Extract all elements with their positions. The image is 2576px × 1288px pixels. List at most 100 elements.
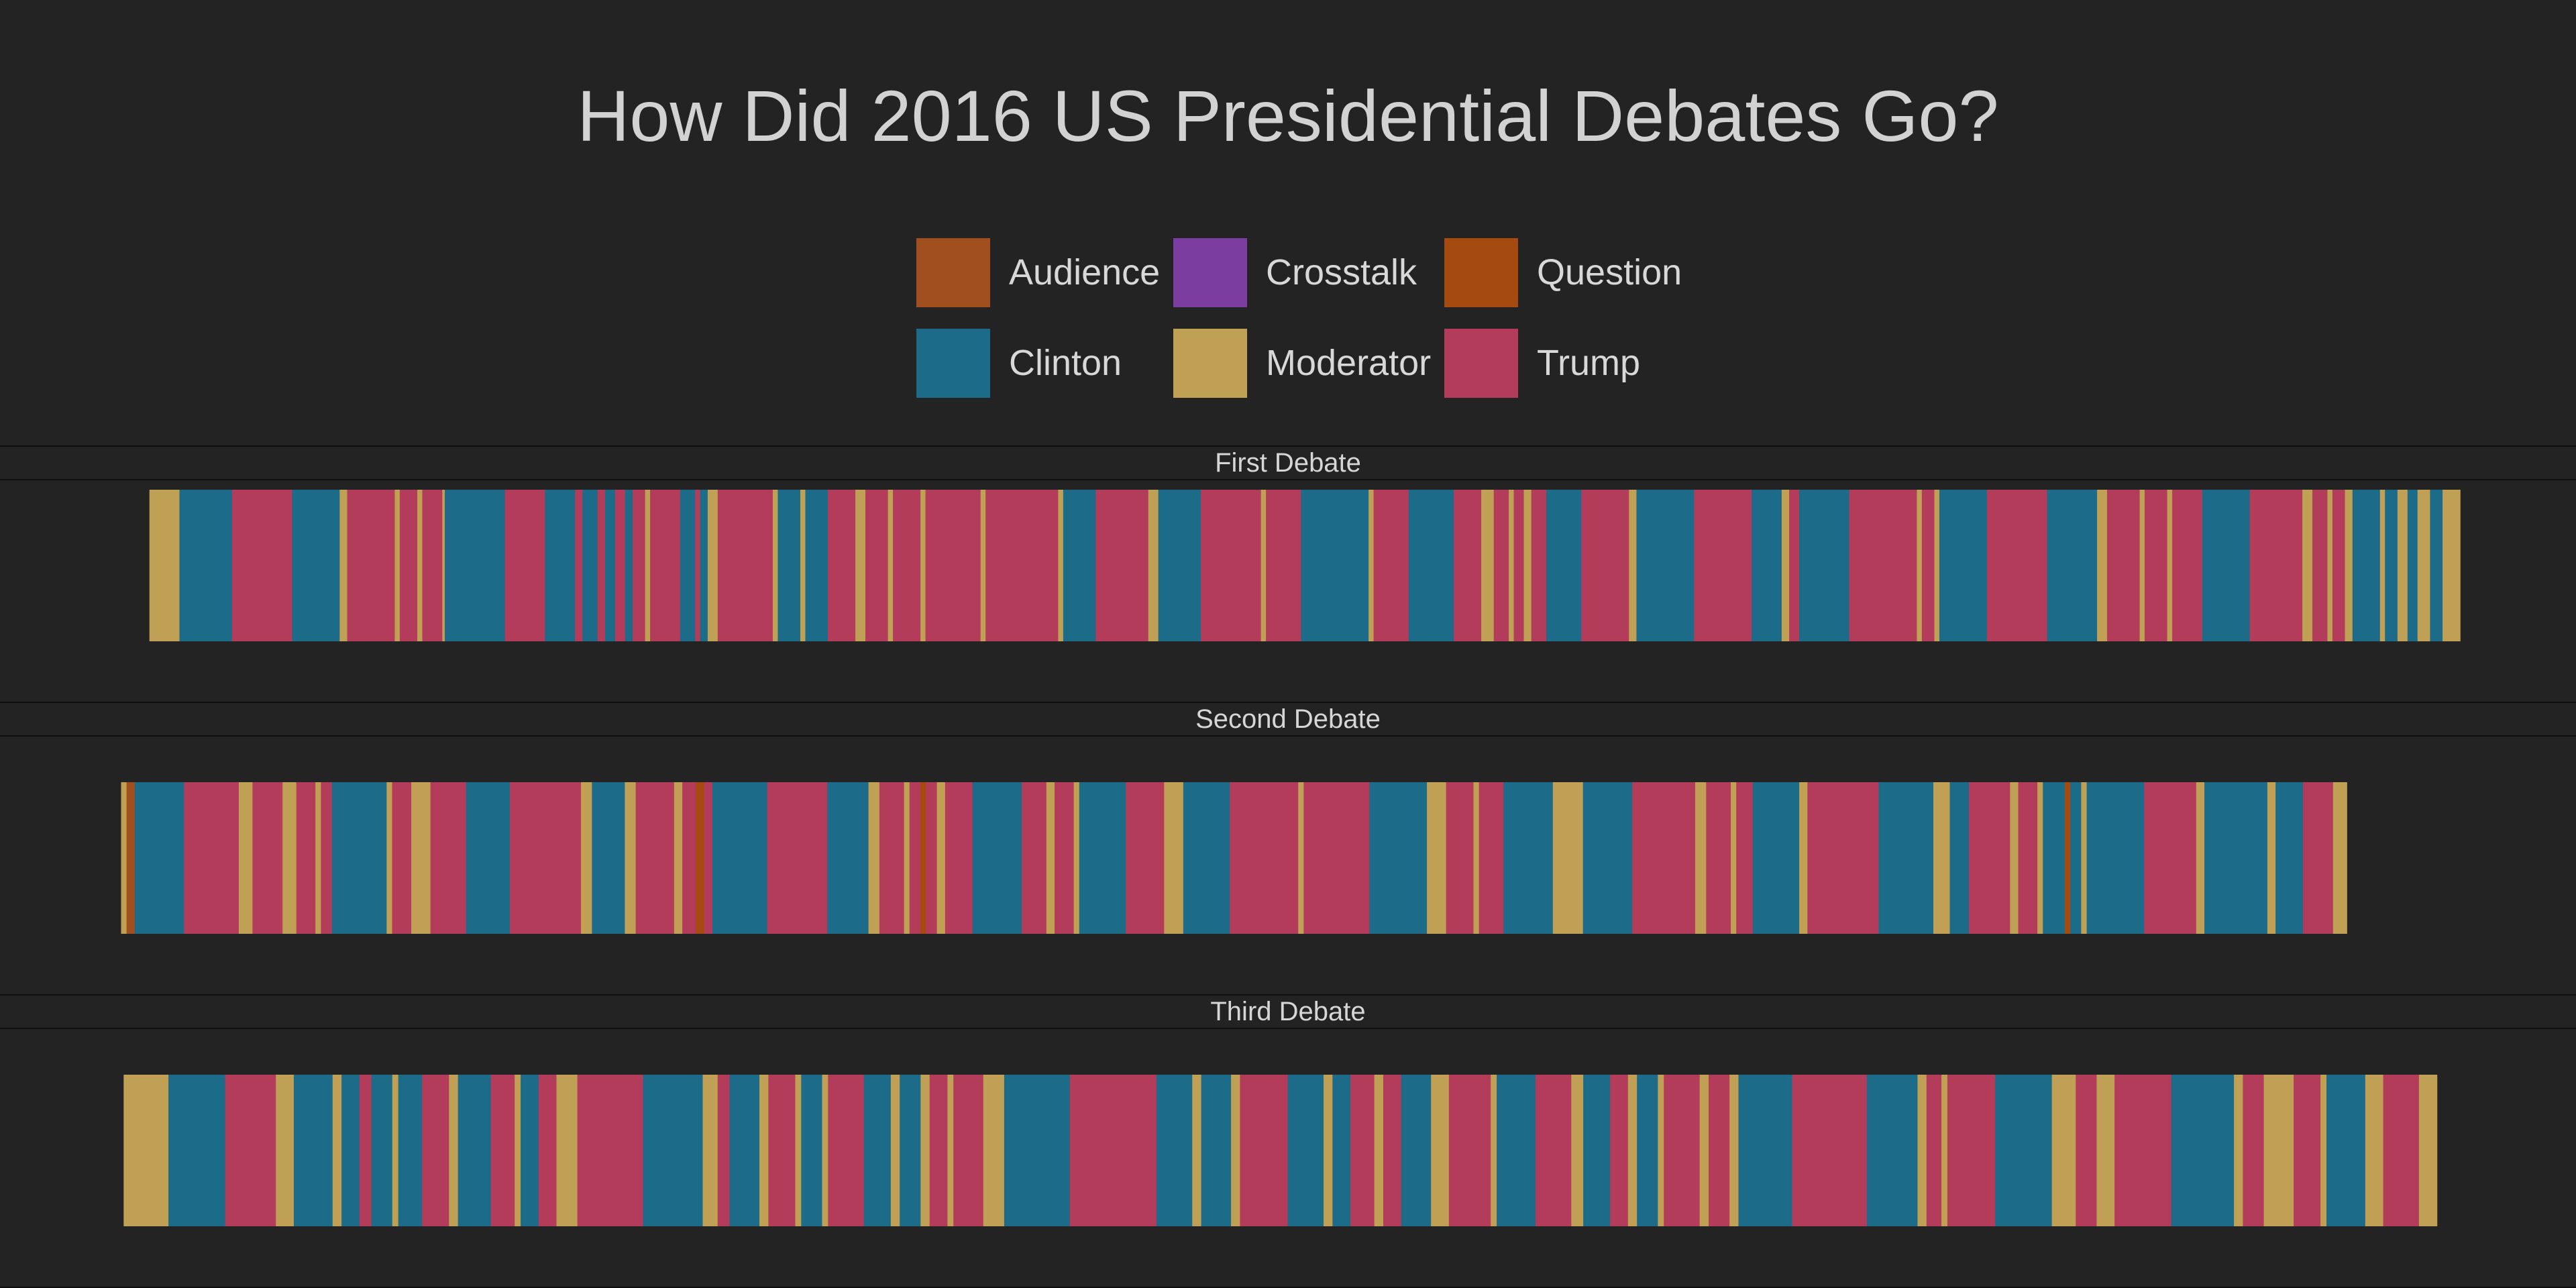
- segment-trump: [1708, 1075, 1730, 1226]
- segment-clinton: [2171, 1075, 2235, 1226]
- segment-clinton: [341, 1075, 360, 1226]
- segment-moderator: [1699, 1075, 1709, 1226]
- segment-trump: [1921, 490, 1935, 641]
- segment-clinton: [2275, 782, 2304, 934]
- segment-moderator: [1148, 490, 1159, 641]
- legend-swatch-moderator: [1173, 329, 1247, 398]
- segment-moderator: [1695, 782, 1707, 934]
- segment-moderator: [1192, 1075, 1202, 1226]
- segment-trump: [1446, 782, 1474, 934]
- segment-moderator: [1324, 1075, 1333, 1226]
- segment-trump: [2114, 1075, 2172, 1226]
- segment-trump: [1926, 1075, 1942, 1226]
- legend: Audience Crosstalk Question Clinton Mode…: [916, 238, 1682, 419]
- timeline-bar-third: [123, 1075, 2438, 1226]
- segment-moderator: [1431, 1075, 1450, 1226]
- segment-trump: [1383, 1075, 1402, 1226]
- segment-moderator: [2327, 490, 2333, 641]
- segment-trump: [252, 782, 283, 934]
- segment-moderator: [1571, 1075, 1584, 1226]
- segment-moderator: [772, 490, 779, 641]
- legend-item-trump: Trump: [1444, 329, 1666, 419]
- segment-moderator: [2139, 490, 2145, 641]
- segment-moderator: [1481, 490, 1495, 641]
- segment-moderator: [1046, 782, 1055, 934]
- segment-clinton: [680, 490, 696, 641]
- segment-moderator: [2379, 490, 2385, 641]
- segment-moderator: [1731, 782, 1737, 934]
- segment-clinton: [2204, 782, 2268, 934]
- segment-clinton: [2407, 490, 2418, 641]
- segment-clinton: [2086, 782, 2145, 934]
- segment-trump: [614, 490, 626, 641]
- segment-moderator: [1629, 490, 1638, 641]
- segment-trump: [321, 782, 333, 934]
- panel-strip-second: Second Debate: [0, 702, 2576, 737]
- segment-trump: [945, 782, 973, 934]
- segment-trump: [1230, 782, 1299, 934]
- segment-clinton: [729, 1075, 760, 1226]
- segment-trump: [1610, 1075, 1629, 1226]
- segment-clinton: [1995, 1075, 2053, 1226]
- segment-moderator: [417, 490, 423, 641]
- segment-clinton: [1332, 1075, 1351, 1226]
- segment-clinton: [1583, 1075, 1611, 1226]
- segment-trump: [1303, 782, 1370, 934]
- segment-trump: [828, 1075, 865, 1226]
- segment-trump: [1266, 490, 1301, 641]
- segment-trump: [879, 782, 905, 934]
- segment-moderator: [1231, 1075, 1241, 1226]
- segment-moderator: [1658, 1075, 1664, 1226]
- segment-trump: [392, 782, 412, 934]
- legend-label-moderator: Moderator: [1266, 343, 1432, 383]
- segment-trump: [1069, 1075, 1157, 1226]
- segment-clinton: [1156, 1075, 1193, 1226]
- legend-label-clinton: Clinton: [1009, 343, 1122, 383]
- segment-moderator: [980, 490, 986, 641]
- segment-trump: [985, 490, 1059, 641]
- segment-trump: [635, 782, 675, 934]
- segment-clinton: [1866, 1075, 1919, 1226]
- legend-swatch-clinton: [916, 329, 990, 398]
- segment-clinton: [2070, 782, 2082, 934]
- segment-clinton: [1799, 490, 1850, 641]
- segment-moderator: [707, 490, 718, 641]
- segment-trump: [695, 490, 701, 641]
- segment-clinton: [458, 1075, 492, 1226]
- segment-trump: [767, 782, 828, 934]
- segment-clinton: [582, 490, 598, 641]
- segment-moderator: [2417, 490, 2431, 641]
- segment-trump: [490, 1075, 515, 1226]
- legend-item-moderator: Moderator: [1173, 329, 1444, 419]
- segment-clinton: [801, 1075, 823, 1226]
- segment-moderator: [822, 1075, 828, 1226]
- segment-trump: [2172, 490, 2203, 641]
- segment-moderator: [2302, 490, 2313, 641]
- panel-strip-first: First Debate: [0, 445, 2576, 480]
- segment-moderator: [1164, 782, 1184, 934]
- timeline-bar-second: [121, 782, 2347, 934]
- segment-clinton: [371, 1075, 393, 1226]
- segment-moderator: [645, 490, 651, 641]
- segment-clinton: [331, 782, 387, 934]
- segment-trump: [1022, 782, 1047, 934]
- segment-trump: [504, 490, 545, 641]
- segment-trump: [1986, 490, 2048, 641]
- segment-trump: [597, 490, 606, 641]
- segment-trump: [296, 782, 316, 934]
- segment-trump: [538, 1075, 557, 1226]
- segment-clinton: [2430, 490, 2443, 641]
- segment-moderator: [2097, 490, 2108, 641]
- segment-trump: [909, 782, 921, 934]
- segment-moderator: [392, 1075, 399, 1226]
- segment-trump: [1849, 490, 1917, 641]
- segment-moderator: [702, 1075, 718, 1226]
- segment-clinton: [1939, 490, 1988, 641]
- segment-trump: [1581, 490, 1629, 641]
- segment-clinton: [521, 1075, 539, 1226]
- segment-clinton: [445, 490, 506, 641]
- segment-moderator: [394, 490, 400, 641]
- segment-clinton: [1637, 1075, 1658, 1226]
- segment-moderator: [1523, 490, 1532, 641]
- segment-trump: [893, 490, 921, 641]
